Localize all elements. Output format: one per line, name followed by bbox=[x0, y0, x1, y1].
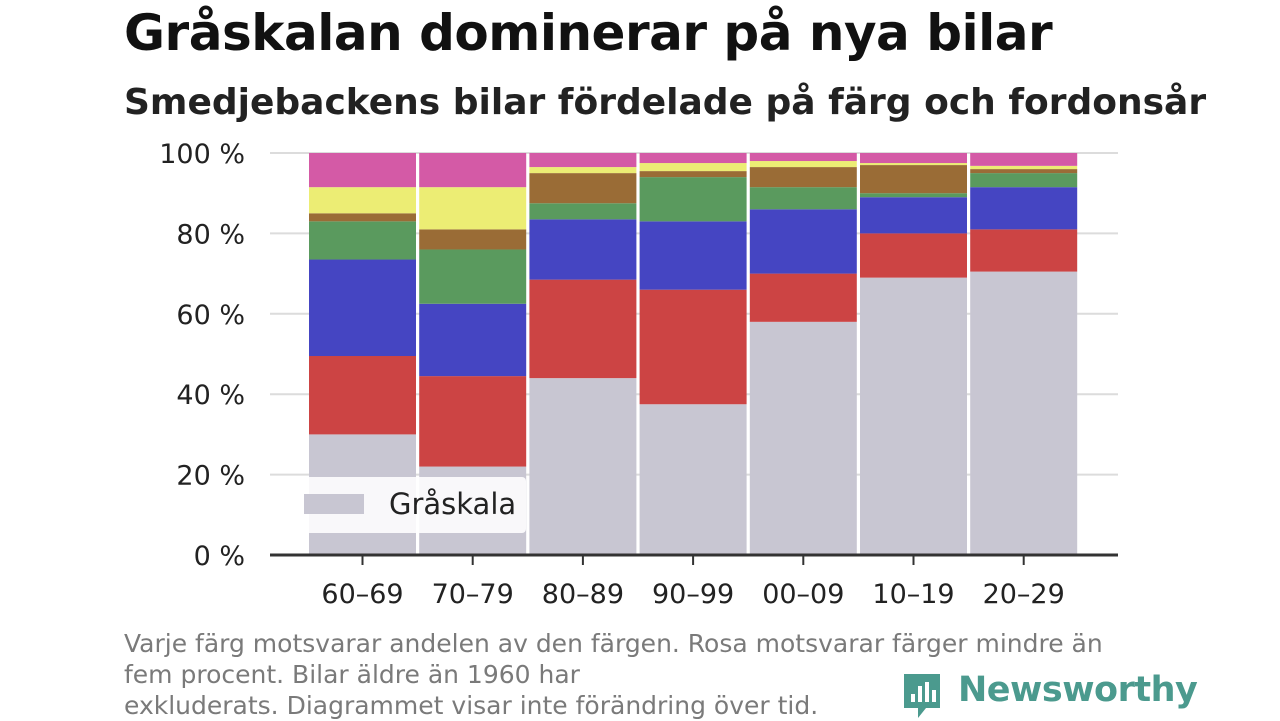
bar-segment bbox=[309, 153, 416, 188]
bar-segment bbox=[860, 165, 967, 194]
bar-segment bbox=[419, 303, 527, 377]
y-tick-label: 60 % bbox=[176, 300, 245, 331]
bar-segment bbox=[860, 193, 967, 198]
bar-segment bbox=[529, 173, 637, 204]
y-tick-label: 100 % bbox=[159, 139, 245, 170]
bar-segment bbox=[529, 219, 637, 280]
bar-segment bbox=[309, 213, 416, 222]
bar-segment bbox=[309, 221, 416, 260]
bar-segment bbox=[749, 167, 857, 188]
bar-segment bbox=[309, 259, 416, 357]
bar-segment bbox=[639, 163, 747, 172]
bar-segment bbox=[970, 153, 1078, 166]
legend-swatch bbox=[304, 494, 364, 514]
footnote-line-3: exkluderats. Diagrammet visar inte förän… bbox=[124, 691, 819, 720]
bar-segment bbox=[970, 165, 1078, 170]
bar-segment bbox=[970, 271, 1078, 555]
x-tick-label: 90–99 bbox=[652, 579, 734, 610]
bar-segment bbox=[639, 177, 747, 222]
bar-segment bbox=[860, 197, 967, 234]
legend: Gråskala bbox=[288, 477, 526, 533]
bar-segment bbox=[529, 167, 637, 174]
x-tick-label: 00–09 bbox=[762, 579, 844, 610]
bar-segment bbox=[529, 279, 637, 379]
chart-subtitle: Smedjebackens bilar fördelade på färg oc… bbox=[124, 82, 1207, 123]
bar-segment bbox=[309, 356, 416, 435]
legend-box bbox=[288, 477, 526, 533]
bar-segment bbox=[639, 171, 747, 178]
bar-segment bbox=[970, 169, 1078, 174]
y-tick-label: 20 % bbox=[176, 461, 245, 492]
y-tick-label: 40 % bbox=[176, 380, 245, 411]
brand-name: Newsworthy bbox=[958, 670, 1198, 710]
bar-segment bbox=[860, 277, 967, 555]
bar-segment bbox=[970, 229, 1078, 272]
newsworthy-logo-icon bbox=[904, 674, 940, 718]
bar-segment bbox=[970, 187, 1078, 230]
bar-segment bbox=[749, 153, 857, 162]
y-tick-label: 80 % bbox=[176, 219, 245, 250]
bar-segment bbox=[749, 321, 857, 555]
bar-segment bbox=[860, 153, 967, 164]
bar-segment bbox=[419, 376, 527, 467]
bar-segment bbox=[639, 153, 747, 164]
bar-segment bbox=[749, 273, 857, 322]
bar-segment bbox=[860, 233, 967, 278]
bar-segment bbox=[639, 221, 747, 290]
x-tick-label: 80–89 bbox=[542, 579, 624, 610]
bar-segment bbox=[749, 161, 857, 168]
bar-segment bbox=[639, 404, 747, 555]
y-tick-label: 0 % bbox=[194, 541, 245, 572]
x-tick-label: 70–79 bbox=[432, 579, 514, 610]
footnote-line-1: Varje färg motsvarar andelen av den färg… bbox=[124, 629, 1103, 658]
bar-segment bbox=[419, 249, 527, 304]
bar-segment bbox=[419, 187, 527, 230]
chart-title: Gråskalan dominerar på nya bilar bbox=[124, 4, 1053, 62]
bar-segment bbox=[529, 378, 637, 555]
bar-segment bbox=[419, 229, 527, 250]
footnote-line-2: fem procent. Bilar äldre än 1960 har bbox=[124, 660, 580, 689]
bar-segment bbox=[860, 163, 967, 166]
x-tick-label: 20–29 bbox=[983, 579, 1065, 610]
bar-segment bbox=[749, 187, 857, 210]
bar-segment bbox=[639, 289, 747, 405]
bar-segment bbox=[309, 187, 416, 214]
footnote: Varje färg motsvarar andelen av den färg… bbox=[124, 628, 1134, 721]
x-tick-label: 60–69 bbox=[321, 579, 403, 610]
x-tick-label: 10–19 bbox=[872, 579, 954, 610]
bar-segment bbox=[749, 209, 857, 274]
bar-segment bbox=[970, 173, 1078, 188]
bar-segment bbox=[529, 203, 637, 220]
bar-segment bbox=[529, 153, 637, 168]
bar-segment bbox=[419, 153, 527, 188]
legend-label: Gråskala bbox=[389, 487, 516, 521]
stacked-bar-chart: 0 % 20 % 40 % 60 % 80 % 100 % 60–69 70–79 80–89 9… bbox=[159, 139, 1118, 610]
